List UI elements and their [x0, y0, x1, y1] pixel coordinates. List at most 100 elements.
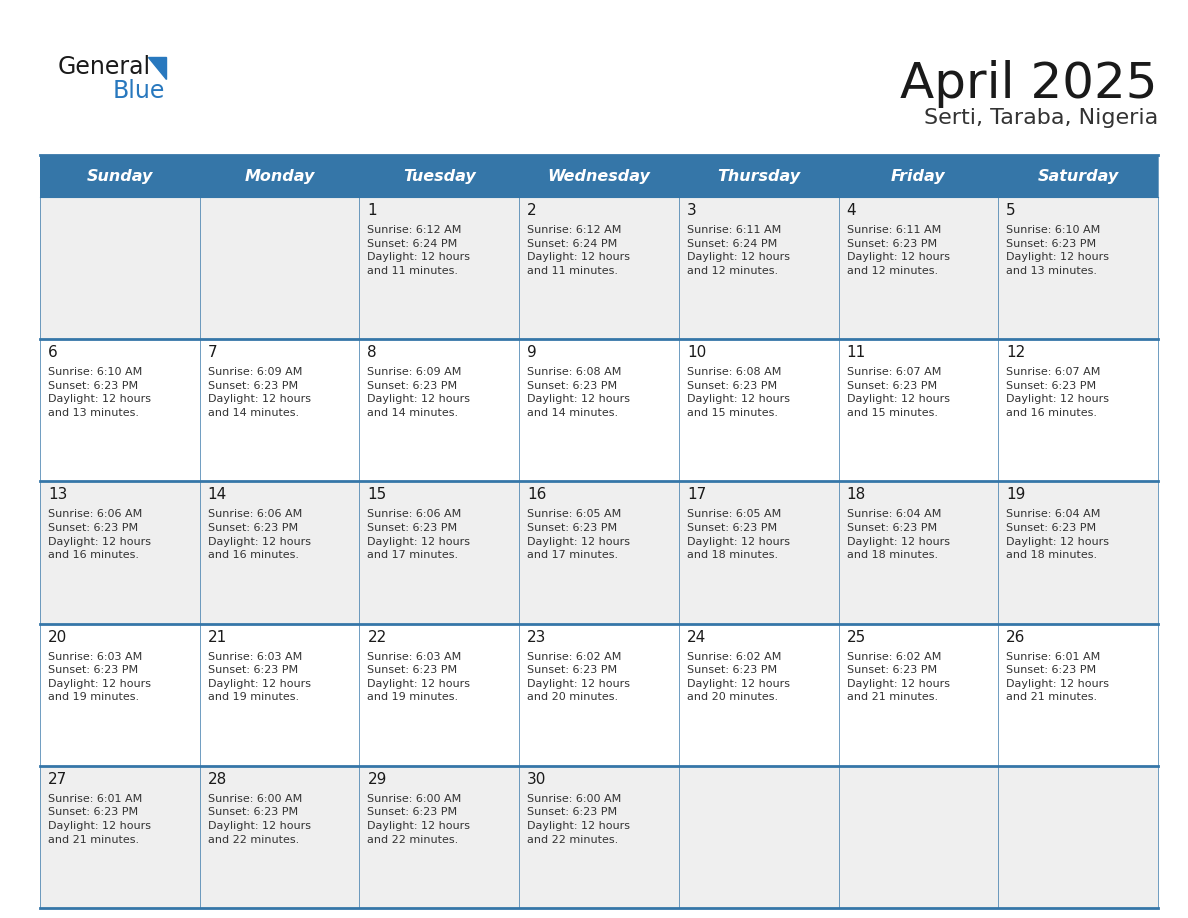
Text: Saturday: Saturday [1037, 169, 1119, 184]
Text: 22: 22 [367, 630, 386, 644]
Text: 11: 11 [847, 345, 866, 360]
Bar [839, 623, 998, 766]
Text: Sunrise: 6:01 AM
Sunset: 6:23 PM
Daylight: 12 hours
and 21 minutes.: Sunrise: 6:01 AM Sunset: 6:23 PM Dayligh… [48, 794, 151, 845]
Bar [200, 339, 360, 481]
Text: Sunrise: 6:10 AM
Sunset: 6:23 PM
Daylight: 12 hours
and 13 minutes.: Sunrise: 6:10 AM Sunset: 6:23 PM Dayligh… [1006, 225, 1110, 275]
Text: 12: 12 [1006, 345, 1025, 360]
Text: April 2025: April 2025 [901, 60, 1158, 108]
Text: Sunrise: 6:09 AM
Sunset: 6:23 PM
Daylight: 12 hours
and 14 minutes.: Sunrise: 6:09 AM Sunset: 6:23 PM Dayligh… [208, 367, 311, 418]
Text: Sunrise: 6:04 AM
Sunset: 6:23 PM
Daylight: 12 hours
and 18 minutes.: Sunrise: 6:04 AM Sunset: 6:23 PM Dayligh… [1006, 509, 1110, 560]
Text: Blue: Blue [113, 79, 165, 103]
Bar [998, 623, 1158, 766]
Text: Sunrise: 6:11 AM
Sunset: 6:24 PM
Daylight: 12 hours
and 12 minutes.: Sunrise: 6:11 AM Sunset: 6:24 PM Dayligh… [687, 225, 790, 275]
Text: 9: 9 [527, 345, 537, 360]
Bar [200, 197, 360, 339]
Text: Sunrise: 6:07 AM
Sunset: 6:23 PM
Daylight: 12 hours
and 15 minutes.: Sunrise: 6:07 AM Sunset: 6:23 PM Dayligh… [847, 367, 949, 418]
Text: 1: 1 [367, 203, 377, 218]
Bar [998, 766, 1158, 908]
Text: 27: 27 [48, 772, 68, 787]
Text: Sunrise: 6:09 AM
Sunset: 6:23 PM
Daylight: 12 hours
and 14 minutes.: Sunrise: 6:09 AM Sunset: 6:23 PM Dayligh… [367, 367, 470, 418]
Bar [519, 339, 678, 481]
Bar [200, 766, 360, 908]
Bar [200, 481, 360, 623]
Text: Monday: Monday [245, 169, 315, 184]
Text: Sunrise: 6:06 AM
Sunset: 6:23 PM
Daylight: 12 hours
and 16 minutes.: Sunrise: 6:06 AM Sunset: 6:23 PM Dayligh… [48, 509, 151, 560]
Text: 23: 23 [527, 630, 546, 644]
Text: Sunrise: 6:06 AM
Sunset: 6:23 PM
Daylight: 12 hours
and 16 minutes.: Sunrise: 6:06 AM Sunset: 6:23 PM Dayligh… [208, 509, 311, 560]
Text: 21: 21 [208, 630, 227, 644]
Bar [998, 197, 1158, 339]
Text: 14: 14 [208, 487, 227, 502]
Text: 19: 19 [1006, 487, 1025, 502]
Bar [360, 339, 519, 481]
Text: Sunrise: 6:05 AM
Sunset: 6:23 PM
Daylight: 12 hours
and 18 minutes.: Sunrise: 6:05 AM Sunset: 6:23 PM Dayligh… [687, 509, 790, 560]
Bar [519, 623, 678, 766]
Text: Sunrise: 6:02 AM
Sunset: 6:23 PM
Daylight: 12 hours
and 20 minutes.: Sunrise: 6:02 AM Sunset: 6:23 PM Dayligh… [527, 652, 630, 702]
Text: Sunrise: 6:06 AM
Sunset: 6:23 PM
Daylight: 12 hours
and 17 minutes.: Sunrise: 6:06 AM Sunset: 6:23 PM Dayligh… [367, 509, 470, 560]
Text: Sunrise: 6:03 AM
Sunset: 6:23 PM
Daylight: 12 hours
and 19 minutes.: Sunrise: 6:03 AM Sunset: 6:23 PM Dayligh… [208, 652, 311, 702]
Text: Sunrise: 6:02 AM
Sunset: 6:23 PM
Daylight: 12 hours
and 21 minutes.: Sunrise: 6:02 AM Sunset: 6:23 PM Dayligh… [847, 652, 949, 702]
Bar [519, 155, 678, 197]
Text: 8: 8 [367, 345, 377, 360]
Bar [360, 197, 519, 339]
Text: 4: 4 [847, 203, 857, 218]
Text: Friday: Friday [891, 169, 946, 184]
Bar [40, 481, 200, 623]
Text: 18: 18 [847, 487, 866, 502]
Text: 26: 26 [1006, 630, 1025, 644]
Text: 7: 7 [208, 345, 217, 360]
Text: 6: 6 [48, 345, 58, 360]
Text: 20: 20 [48, 630, 68, 644]
Bar [839, 197, 998, 339]
Text: 3: 3 [687, 203, 696, 218]
Text: 13: 13 [48, 487, 68, 502]
Bar [360, 481, 519, 623]
Bar [998, 155, 1158, 197]
Bar [839, 339, 998, 481]
Text: Thursday: Thursday [718, 169, 801, 184]
Bar [40, 339, 200, 481]
Bar [519, 766, 678, 908]
Text: Sunrise: 6:03 AM
Sunset: 6:23 PM
Daylight: 12 hours
and 19 minutes.: Sunrise: 6:03 AM Sunset: 6:23 PM Dayligh… [48, 652, 151, 702]
Text: 28: 28 [208, 772, 227, 787]
Text: 16: 16 [527, 487, 546, 502]
Text: Sunrise: 6:00 AM
Sunset: 6:23 PM
Daylight: 12 hours
and 22 minutes.: Sunrise: 6:00 AM Sunset: 6:23 PM Dayligh… [367, 794, 470, 845]
Bar [40, 623, 200, 766]
Text: Sunday: Sunday [87, 169, 153, 184]
Bar [839, 155, 998, 197]
Text: 24: 24 [687, 630, 706, 644]
Bar [40, 766, 200, 908]
Bar [839, 766, 998, 908]
Text: Sunrise: 6:04 AM
Sunset: 6:23 PM
Daylight: 12 hours
and 18 minutes.: Sunrise: 6:04 AM Sunset: 6:23 PM Dayligh… [847, 509, 949, 560]
Text: 5: 5 [1006, 203, 1016, 218]
Text: Sunrise: 6:00 AM
Sunset: 6:23 PM
Daylight: 12 hours
and 22 minutes.: Sunrise: 6:00 AM Sunset: 6:23 PM Dayligh… [208, 794, 311, 845]
Text: Sunrise: 6:08 AM
Sunset: 6:23 PM
Daylight: 12 hours
and 14 minutes.: Sunrise: 6:08 AM Sunset: 6:23 PM Dayligh… [527, 367, 630, 418]
Text: General: General [58, 55, 151, 79]
Bar [678, 481, 839, 623]
Bar [40, 155, 200, 197]
Bar [678, 155, 839, 197]
Bar [839, 481, 998, 623]
Text: 2: 2 [527, 203, 537, 218]
Text: 17: 17 [687, 487, 706, 502]
Text: Sunrise: 6:05 AM
Sunset: 6:23 PM
Daylight: 12 hours
and 17 minutes.: Sunrise: 6:05 AM Sunset: 6:23 PM Dayligh… [527, 509, 630, 560]
Text: Sunrise: 6:03 AM
Sunset: 6:23 PM
Daylight: 12 hours
and 19 minutes.: Sunrise: 6:03 AM Sunset: 6:23 PM Dayligh… [367, 652, 470, 702]
Text: 30: 30 [527, 772, 546, 787]
Bar [40, 197, 200, 339]
Text: Sunrise: 6:12 AM
Sunset: 6:24 PM
Daylight: 12 hours
and 11 minutes.: Sunrise: 6:12 AM Sunset: 6:24 PM Dayligh… [527, 225, 630, 275]
Text: Tuesday: Tuesday [403, 169, 475, 184]
Bar [360, 766, 519, 908]
Text: Wednesday: Wednesday [548, 169, 651, 184]
Bar [678, 766, 839, 908]
Text: Sunrise: 6:08 AM
Sunset: 6:23 PM
Daylight: 12 hours
and 15 minutes.: Sunrise: 6:08 AM Sunset: 6:23 PM Dayligh… [687, 367, 790, 418]
Text: Sunrise: 6:10 AM
Sunset: 6:23 PM
Daylight: 12 hours
and 13 minutes.: Sunrise: 6:10 AM Sunset: 6:23 PM Dayligh… [48, 367, 151, 418]
Bar [200, 155, 360, 197]
Text: Sunrise: 6:00 AM
Sunset: 6:23 PM
Daylight: 12 hours
and 22 minutes.: Sunrise: 6:00 AM Sunset: 6:23 PM Dayligh… [527, 794, 630, 845]
Text: Sunrise: 6:01 AM
Sunset: 6:23 PM
Daylight: 12 hours
and 21 minutes.: Sunrise: 6:01 AM Sunset: 6:23 PM Dayligh… [1006, 652, 1110, 702]
Bar [360, 623, 519, 766]
Text: Serti, Taraba, Nigeria: Serti, Taraba, Nigeria [924, 108, 1158, 128]
Text: 25: 25 [847, 630, 866, 644]
Polygon shape [148, 57, 166, 79]
Text: Sunrise: 6:02 AM
Sunset: 6:23 PM
Daylight: 12 hours
and 20 minutes.: Sunrise: 6:02 AM Sunset: 6:23 PM Dayligh… [687, 652, 790, 702]
Bar [519, 481, 678, 623]
